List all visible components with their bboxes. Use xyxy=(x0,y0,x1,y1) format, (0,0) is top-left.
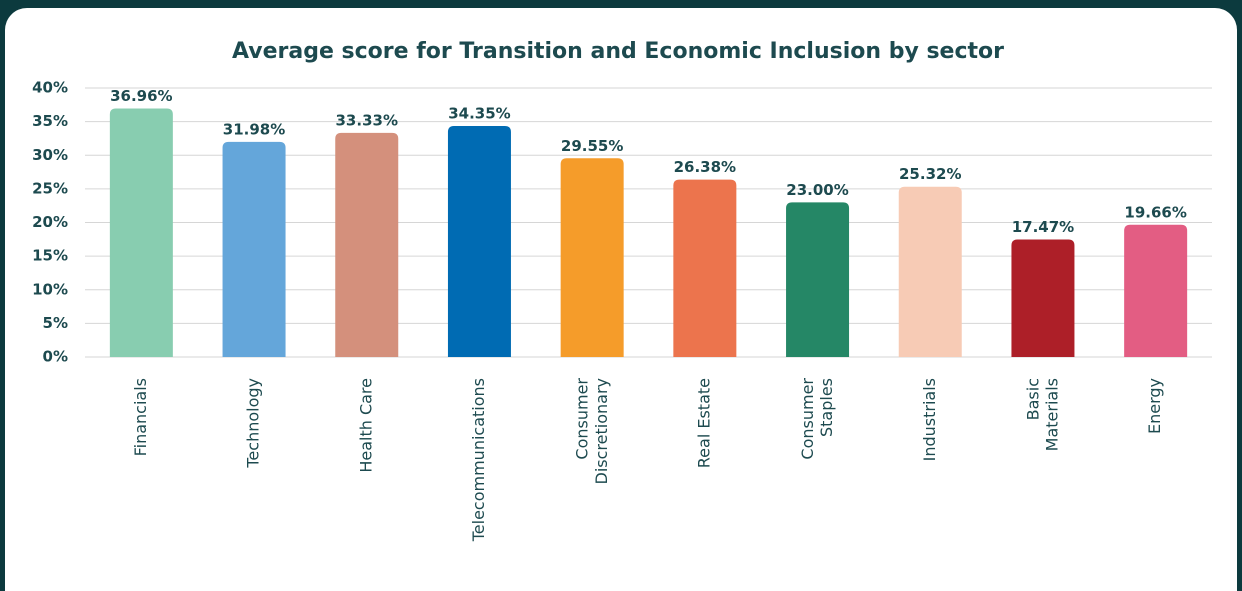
x-tick-label: Telecommunications xyxy=(469,378,488,542)
bar xyxy=(673,179,737,357)
y-tick-label: 5% xyxy=(43,314,68,332)
bar xyxy=(447,125,511,357)
y-tick-label: 25% xyxy=(32,179,68,197)
x-tick-label: Real Estate xyxy=(694,378,713,468)
x-tick-label: Energy xyxy=(1145,378,1164,434)
y-tick-label: 20% xyxy=(32,213,68,231)
bar xyxy=(560,158,624,357)
x-tick-label: Financials xyxy=(131,378,150,456)
y-tick-label: 10% xyxy=(32,280,68,298)
value-label: 19.66% xyxy=(1124,203,1186,221)
y-tick-label: 0% xyxy=(43,348,68,366)
x-tick-label: BasicMaterials xyxy=(1023,378,1061,451)
bar xyxy=(222,141,286,357)
y-tick-label: 35% xyxy=(32,112,68,130)
value-label: 34.35% xyxy=(448,104,510,122)
value-label: 33.33% xyxy=(336,111,398,129)
value-label: 23.00% xyxy=(786,181,848,199)
value-label: 25.32% xyxy=(899,165,961,183)
value-label: 26.38% xyxy=(674,158,736,176)
value-label: 17.47% xyxy=(1012,218,1074,236)
y-tick-label: 30% xyxy=(32,146,68,164)
y-tick-label: 40% xyxy=(32,79,68,97)
bar xyxy=(335,132,399,357)
x-tick-label: ConsumerStaples xyxy=(797,378,835,460)
chart-title: Average score for Transition and Economi… xyxy=(232,39,1004,64)
value-label: 31.98% xyxy=(223,120,285,138)
x-tick-label: Technology xyxy=(244,378,263,469)
bar xyxy=(109,108,173,357)
bar xyxy=(1124,224,1188,357)
value-label: 36.96% xyxy=(110,87,172,105)
bar xyxy=(1011,239,1075,357)
x-tick-label: Health Care xyxy=(356,378,375,473)
x-tick-label: ConsumerDiscretionary xyxy=(572,378,610,485)
bar xyxy=(786,202,850,357)
bar xyxy=(898,186,962,357)
y-tick-label: 15% xyxy=(32,247,68,265)
value-label: 29.55% xyxy=(561,137,623,155)
x-tick-label: Industrials xyxy=(920,378,939,461)
